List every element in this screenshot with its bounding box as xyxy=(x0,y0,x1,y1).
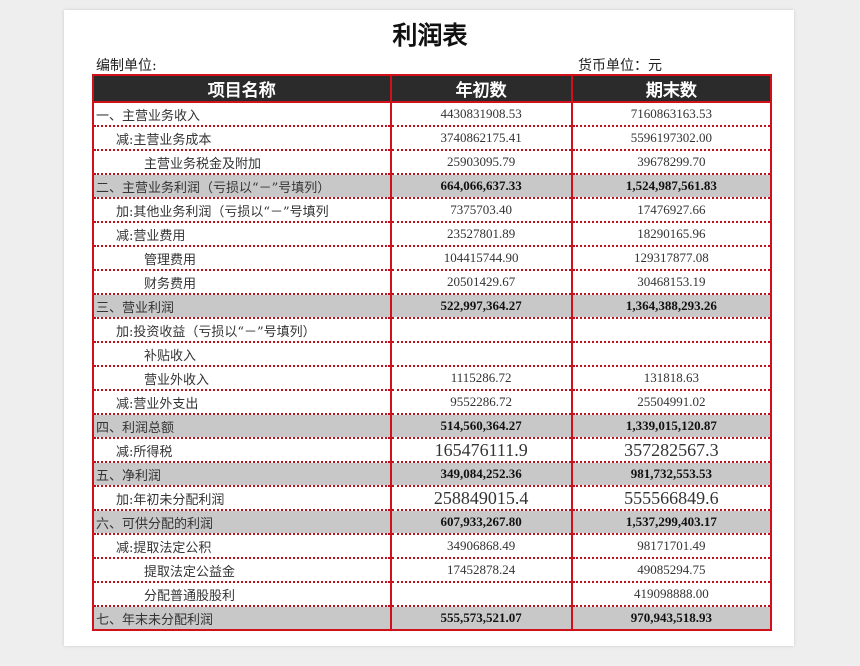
begin-value-cell: 165476111.9 xyxy=(389,438,573,463)
item-name-cell: 五、净利润 xyxy=(92,462,392,487)
table-row: 减:提取法定公积 34906868.49 98171701.49 xyxy=(92,534,773,559)
end-value-cell: 98171701.49 xyxy=(570,534,773,559)
end-value-cell: 970,943,518.93 xyxy=(570,606,773,631)
item-name-cell: 四、利润总额 xyxy=(92,414,392,439)
header-begin: 年初数 xyxy=(389,74,573,103)
table-row: 五、净利润 349,084,252.36 981,732,553.53 xyxy=(92,462,773,487)
begin-value-cell: 34906868.49 xyxy=(389,534,573,559)
end-value-cell: 7160863163.53 xyxy=(570,102,773,127)
begin-value-cell: 349,084,252.36 xyxy=(389,462,573,487)
table-row: 加:其他业务利润（亏损以“－”号填列 7375703.40 17476927.66 xyxy=(92,198,773,223)
table-header: 项目名称 年初数 期末数 xyxy=(92,74,773,103)
item-name-cell: 六、可供分配的利润 xyxy=(92,510,392,535)
end-value-cell: 17476927.66 xyxy=(570,198,773,223)
table-row: 补贴收入 xyxy=(92,342,773,367)
begin-value-cell: 4430831908.53 xyxy=(389,102,573,127)
table-row: 提取法定公益金 17452878.24 49085294.75 xyxy=(92,558,773,583)
begin-value-cell: 555,573,521.07 xyxy=(389,606,573,631)
end-value-cell: 1,364,388,293.26 xyxy=(570,294,773,319)
item-name-cell: 减:所得税 xyxy=(92,438,392,463)
begin-value-cell: 514,560,364.27 xyxy=(389,414,573,439)
end-value-cell xyxy=(570,318,773,343)
table-row: 营业外收入 1115286.72 131818.63 xyxy=(92,366,773,391)
begin-value-cell: 1115286.72 xyxy=(389,366,573,391)
begin-value-cell: 17452878.24 xyxy=(389,558,573,583)
end-value-cell: 981,732,553.53 xyxy=(570,462,773,487)
item-name-cell: 减:主营业务成本 xyxy=(92,126,392,151)
begin-value-cell: 25903095.79 xyxy=(389,150,573,175)
end-value-cell: 30468153.19 xyxy=(570,270,773,295)
preparer-label: 编制单位: xyxy=(96,58,157,74)
table-row: 二、主营业务利润（亏损以“－”号填列） 664,066,637.33 1,524,9… xyxy=(92,174,773,199)
begin-value-cell: 607,933,267.80 xyxy=(389,510,573,535)
table-row: 一、主营业务收入 4430831908.53 7160863163.53 xyxy=(92,102,773,127)
end-value-cell xyxy=(570,342,773,367)
table-row: 减:主营业务成本 3740862175.41 5596197302.00 xyxy=(92,126,773,151)
item-name-cell: 管理费用 xyxy=(92,246,392,271)
item-name-cell: 减:营业费用 xyxy=(92,222,392,247)
end-value-cell: 129317877.08 xyxy=(570,246,773,271)
end-value-cell: 18290165.96 xyxy=(570,222,773,247)
table-row: 七、年末未分配利润 555,573,521.07 970,943,518.93 xyxy=(92,606,773,631)
item-name-cell: 加:投资收益（亏损以“－”号填列） xyxy=(92,318,392,343)
end-value-cell: 555566849.6 xyxy=(570,486,773,511)
item-name-cell: 财务费用 xyxy=(92,270,392,295)
table-row: 主营业务税金及附加 25903095.79 39678299.70 xyxy=(92,150,773,175)
item-name-cell: 补贴收入 xyxy=(92,342,392,367)
table-row: 分配普通股股利 419098888.00 xyxy=(92,582,773,607)
table-row: 减:所得税 165476111.9 357282567.3 xyxy=(92,438,773,463)
item-name-cell: 减:营业外支出 xyxy=(92,390,392,415)
header-item-name: 项目名称 xyxy=(92,74,392,103)
begin-value-cell: 104415744.90 xyxy=(389,246,573,271)
item-name-cell: 分配普通股股利 xyxy=(92,582,392,607)
end-value-cell: 131818.63 xyxy=(570,366,773,391)
item-name-cell: 七、年末未分配利润 xyxy=(92,606,392,631)
begin-value-cell: 7375703.40 xyxy=(389,198,573,223)
item-name-cell: 主营业务税金及附加 xyxy=(92,150,392,175)
item-name-cell: 加:其他业务利润（亏损以“－”号填列 xyxy=(92,198,392,223)
table-row: 加:年初未分配利润 258849015.4 555566849.6 xyxy=(92,486,773,511)
table-row: 减:营业费用 23527801.89 18290165.96 xyxy=(92,222,773,247)
table-row: 六、可供分配的利润 607,933,267.80 1,537,299,403.17 xyxy=(92,510,773,535)
begin-value-cell xyxy=(389,318,573,343)
end-value-cell: 1,339,015,120.87 xyxy=(570,414,773,439)
end-value-cell: 25504991.02 xyxy=(570,390,773,415)
item-name-cell: 三、营业利润 xyxy=(92,294,392,319)
begin-value-cell: 23527801.89 xyxy=(389,222,573,247)
page-title: 利润表 xyxy=(392,21,468,50)
header-end: 期末数 xyxy=(570,74,773,103)
end-value-cell: 39678299.70 xyxy=(570,150,773,175)
table-row: 加:投资收益（亏损以“－”号填列） xyxy=(92,318,773,343)
end-value-cell: 1,524,987,561.83 xyxy=(570,174,773,199)
end-value-cell: 1,537,299,403.17 xyxy=(570,510,773,535)
end-value-cell: 49085294.75 xyxy=(570,558,773,583)
begin-value-cell: 9552286.72 xyxy=(389,390,573,415)
item-name-cell: 加:年初未分配利润 xyxy=(92,486,392,511)
item-name-cell: 减:提取法定公积 xyxy=(92,534,392,559)
end-value-cell: 357282567.3 xyxy=(570,438,773,463)
end-value-cell: 5596197302.00 xyxy=(570,126,773,151)
begin-value-cell: 522,997,364.27 xyxy=(389,294,573,319)
begin-value-cell xyxy=(389,342,573,367)
table-row: 四、利润总额 514,560,364.27 1,339,015,120.87 xyxy=(92,414,773,439)
table-row: 管理费用 104415744.90 129317877.08 xyxy=(92,246,773,271)
income-statement-table: 项目名称 年初数 期末数 一、主营业务收入 4430831908.53 716086… xyxy=(92,74,773,631)
item-name-cell: 营业外收入 xyxy=(92,366,392,391)
begin-value-cell: 20501429.67 xyxy=(389,270,573,295)
item-name-cell: 提取法定公益金 xyxy=(92,558,392,583)
table-row: 减:营业外支出 9552286.72 25504991.02 xyxy=(92,390,773,415)
end-value-cell: 419098888.00 xyxy=(570,582,773,607)
table-row: 三、营业利润 522,997,364.27 1,364,388,293.26 xyxy=(92,294,773,319)
item-name-cell: 二、主营业务利润（亏损以“－”号填列） xyxy=(92,174,392,199)
currency-unit-label: 货币单位：元 xyxy=(578,58,662,74)
begin-value-cell: 258849015.4 xyxy=(389,486,573,511)
begin-value-cell xyxy=(389,582,573,607)
begin-value-cell: 664,066,637.33 xyxy=(389,174,573,199)
item-name-cell: 一、主营业务收入 xyxy=(92,102,392,127)
table-row: 财务费用 20501429.67 30468153.19 xyxy=(92,270,773,295)
begin-value-cell: 3740862175.41 xyxy=(389,126,573,151)
